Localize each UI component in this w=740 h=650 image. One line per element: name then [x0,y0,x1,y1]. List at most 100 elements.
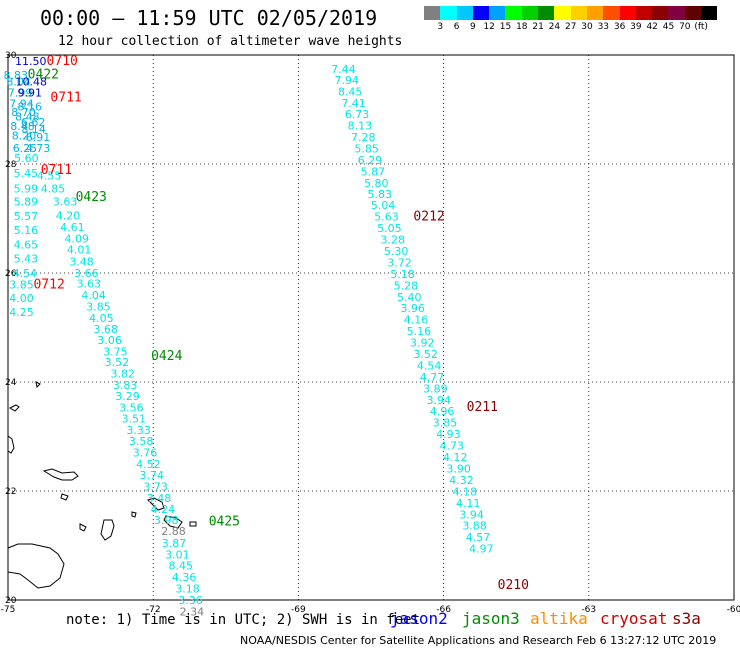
pass-time-label: 0211 [467,400,498,415]
credit-text: NOAA/NESDIS Center for Satellite Applica… [240,634,717,647]
wave-height-label: 5.28 [394,279,419,292]
wave-height-label: 3.66 [74,267,99,280]
wave-height-label: 4.24 [151,503,176,516]
colorbar-swatch [456,6,473,20]
map-title: 00:00 – 11:59 UTC 02/05/2019 [40,6,378,30]
wave-height-label: 4.54 [417,359,442,372]
colorbar-swatch [538,6,555,20]
wave-height-label: 4.93 [436,428,461,441]
wave-height-label: 8.04 [6,76,31,89]
wave-height-label: 4.54 [13,267,38,280]
wave-height-label: 4.16 [404,314,429,327]
colorbar-label: 6 [453,22,460,32]
wave-height-label: 4.18 [453,485,478,498]
wave-height-label: 8.48 [10,120,35,133]
wave-height-label: 3.87 [162,537,187,550]
legend-jason3: jason3 [462,609,520,628]
wave-height-label: 4.77 [420,371,445,384]
latitude-tick-label: 30 [5,51,17,61]
colorbar-labels: 3 6 9 12 15 18 21 24 27 30 33 36 39 42 45 70 (ft) [424,22,740,36]
wave-height-label: 7.44 [331,63,356,76]
wave-height-label: 8.16 [18,101,43,114]
wave-height-label: 4.65 [14,238,39,251]
wave-height-label: 3.96 [400,302,425,315]
wave-height-label: 3.92 [410,337,435,350]
pass-time-label: 0425 [209,514,240,529]
longitude-tick-label: -72 [146,605,161,615]
pass-time-label: 0424 [151,349,182,364]
colorbar-label: 12 [483,22,495,32]
wave-height-label: 7.99 [8,86,33,99]
wave-height-label: 3.52 [105,356,130,369]
wave-height-label: 4.05 [89,312,114,325]
wave-height-label: 10.48 [15,76,47,89]
wave-height-label: 6.91 [26,131,51,144]
longitude-tick-label: -63 [581,605,596,615]
pass-time-label: 0711 [50,90,81,105]
coastline [60,493,69,501]
colorbar-label: 45 [662,22,675,32]
wave-height-label: 3.94 [427,394,452,407]
wave-height-label: 3.74 [139,469,164,482]
colorbar-label: 70 [679,22,691,32]
wave-height-label: 5.99 [14,182,39,195]
wave-height-label: 6.73 [345,108,370,121]
colorbar-swatch [505,6,522,20]
map-subtitle: 12 hour collection of altimeter wave hei… [58,34,403,49]
wave-height-label: 6.29 [358,154,383,167]
wave-height-label: 4.55 [37,169,62,182]
wave-height-label: 5.05 [377,222,402,235]
colorbar-label: (ft) [694,22,708,32]
pass-time-label: 0212 [413,210,444,225]
wave-height-label: 3.89 [423,382,448,395]
wave-height-label: 3.29 [115,390,140,403]
wave-height-label: 4.61 [60,221,85,234]
wave-height-label: 8.20 [12,129,37,142]
wave-height-label: 4.20 [56,210,81,223]
wave-height-label: 5.30 [384,245,409,258]
coastline [100,519,115,541]
wave-height-label: 4.01 [67,243,92,256]
colorbar-swatch [701,6,718,20]
wave-height-label: 6.25 [13,142,38,155]
coastline [189,521,197,527]
wave-height-label: 3.76 [133,447,158,460]
wave-height-label: 5.40 [397,291,422,304]
wave-height-label: 3.18 [175,582,200,595]
wave-height-label: 4.73 [440,440,465,453]
wave-height-label: 4.32 [449,474,474,487]
longitude-tick-label: -66 [436,605,451,615]
colorbar-label: 39 [630,22,642,32]
wave-height-label: 3.48 [147,492,172,505]
colorbar-label: 36 [613,22,626,32]
wave-height-label: 5.45 [14,167,39,180]
colorbar-swatch [489,6,506,20]
wave-height-label: 3.01 [165,549,190,562]
wave-height-label: 3.85 [9,278,34,291]
colorbar-swatch [521,6,539,20]
wave-height-label: 2.34 [180,605,205,618]
colorbar-swatch [554,6,571,20]
coastline [147,497,165,511]
wave-height-label: 5.57 [14,210,39,223]
wave-height-label: 8.83 [3,69,28,82]
pass-time-label: 0423 [76,190,107,205]
wave-height-label: 8.48 [15,110,40,123]
wave-height-label: 3.33 [126,424,151,437]
colorbar-swatch [440,6,457,20]
coastline [8,404,20,412]
longitude-tick-label: -60 [727,605,740,615]
colorbar-swatch [424,6,441,20]
colorbar-swatch [570,6,587,20]
coastline [42,468,79,481]
wave-height-label: 3.36 [178,594,203,607]
wave-height-label: 8.45 [169,559,194,572]
coastline [131,511,137,518]
wave-height-label: 3.06 [97,334,122,347]
wave-height-label: 7.41 [341,97,366,110]
wave-height-label: 3.63 [77,278,102,291]
wave-height-label: 3.85 [86,301,111,314]
colorbar-swatch [684,6,702,20]
colorbar-label: 30 [581,22,593,32]
